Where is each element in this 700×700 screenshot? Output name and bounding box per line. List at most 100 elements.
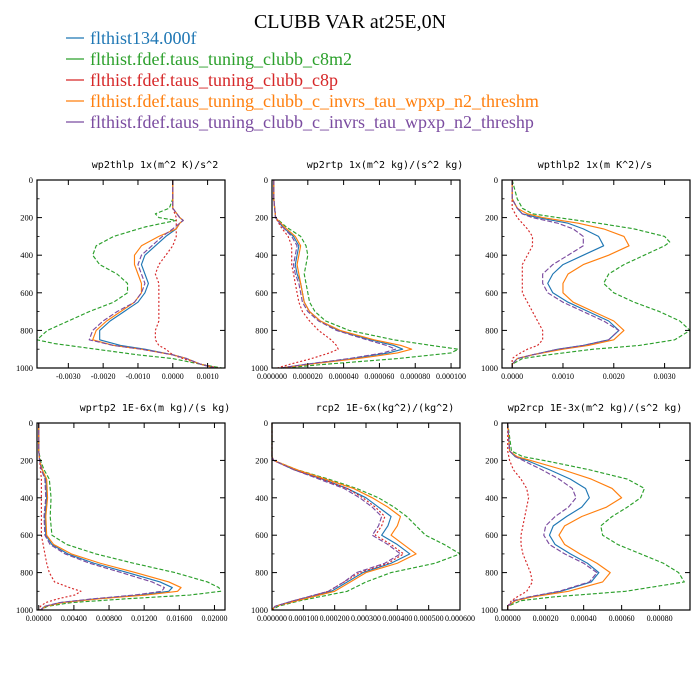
y-tick-label: 800 [485, 568, 498, 578]
y-tick-label: 200 [485, 455, 498, 465]
x-tick-label: 0.000060 [364, 372, 394, 381]
series-line-3 [154, 180, 219, 369]
y-tick-label: 600 [255, 288, 268, 298]
x-tick-label: 0.0000 [162, 372, 184, 381]
plot-frame [36, 422, 226, 611]
x-tick-label: 0.02000 [201, 614, 227, 623]
chart-panel-1: wp2thlp 1x(m^2 K)/s^2 0 200 400 600 800 1000 -0… [16, 160, 226, 381]
legend-label-5: flthist.fdef.taus_tuning_clubb_c_invrs_t… [90, 112, 534, 132]
plot-frame [271, 422, 461, 611]
y-tick-label: 0 [264, 175, 268, 185]
series-group [507, 422, 685, 610]
series-line-3 [511, 180, 544, 368]
series-line-5 [38, 423, 165, 611]
y-tick-label: 800 [485, 325, 498, 335]
x-tick-label: 0.00400 [61, 614, 87, 623]
x-tick-label: 0.0000 [501, 372, 523, 381]
series-line-2 [507, 422, 685, 610]
panel-title-4: wprtp2 1E-6x(m kg)/(s kg) [80, 403, 231, 414]
legend-label-2: flthist.fdef.taus_tuning_clubb_c8m2 [90, 49, 352, 69]
plot-frame [501, 422, 691, 611]
y-tick-label: 200 [255, 455, 268, 465]
series-group [38, 423, 222, 611]
x-tick-label: 0.000040 [329, 372, 359, 381]
plot-frame [501, 179, 691, 369]
x-tick-label: 0.01600 [166, 614, 192, 623]
x-tick-label: -0.0010 [126, 372, 151, 381]
figure-title: CLUBB VAR at25E,0N [254, 11, 446, 33]
y-tick-label: 1000 [481, 363, 498, 373]
panel-title-1: wp2thlp 1x(m^2 K)/s^2 [92, 160, 218, 171]
x-tick-label: 0.01200 [131, 614, 157, 623]
y-tick-label: 800 [20, 568, 33, 578]
chart-panel-6: wp2rcp 1E-3x(m^2 kg)/(s^2 kg) 0 200 400 600 8… [481, 403, 691, 623]
chart-panels: wp2thlp 1x(m^2 K)/s^2 0 200 400 600 800 1000 -0… [16, 160, 691, 623]
x-tick-label: 0.000100 [288, 614, 318, 623]
y-tick-label: 400 [20, 493, 33, 503]
series-line-4 [38, 423, 182, 611]
panel-title-6: wp2rcp 1E-3x(m^2 kg)/(s^2 kg) [508, 403, 683, 414]
x-tick-label: 0.00800 [96, 614, 122, 623]
y-tick-label: 0 [29, 175, 33, 185]
y-tick-label: 1000 [16, 605, 33, 615]
series-line-5 [507, 422, 598, 610]
legend-label-1: flthist134.000f [90, 28, 197, 48]
y-tick-label: 200 [20, 213, 33, 223]
series-group [511, 179, 691, 368]
series-line-5 [511, 180, 620, 368]
x-tick-label: -0.0020 [91, 372, 116, 381]
x-tick-label: 0.00060 [609, 614, 635, 623]
x-tick-label: 0.0010 [552, 372, 574, 381]
y-tick-label: 600 [20, 288, 33, 298]
y-tick-label: 400 [255, 250, 268, 260]
y-tick-label: 400 [255, 493, 268, 503]
x-tick-label: 0.00020 [533, 614, 559, 623]
y-tick-label: 400 [485, 493, 498, 503]
chart-panel-4: wprtp2 1E-6x(m kg)/(s kg) 0 200 400 600 800 10… [16, 403, 230, 623]
x-tick-label: 0.0010 [197, 372, 219, 381]
y-tick-label: 1000 [251, 363, 268, 373]
y-tick-label: 800 [255, 568, 268, 578]
x-tick-label: 0.000080 [400, 372, 430, 381]
series-line-2 [273, 180, 459, 369]
y-tick-label: 200 [20, 455, 33, 465]
series-line-4 [511, 180, 630, 368]
series-line-4 [507, 422, 623, 610]
series-group [36, 180, 222, 369]
x-tick-label: 0.000200 [320, 614, 350, 623]
series-group [271, 423, 461, 611]
x-tick-label: -0.0030 [56, 372, 81, 381]
chart-panel-2: wp2rtp 1x(m^2 kg)/(s^2 kg) 0 200 400 600 800 1… [251, 160, 466, 381]
y-tick-label: 600 [485, 288, 498, 298]
x-tick-label: 0.000100 [436, 372, 466, 381]
series-line-2 [511, 179, 691, 368]
y-tick-label: 600 [485, 530, 498, 540]
series-line-3 [271, 423, 405, 611]
y-tick-label: 400 [485, 250, 498, 260]
series-line-5 [88, 180, 215, 369]
legend-label-4: flthist.fdef.taus_tuning_clubb_c_invrs_t… [90, 91, 539, 111]
y-tick-label: 0 [494, 175, 498, 185]
series-line-1 [273, 180, 404, 369]
y-tick-label: 200 [255, 213, 268, 223]
series-line-3 [38, 423, 82, 611]
series-line-1 [511, 180, 620, 368]
series-line-5 [273, 180, 397, 369]
plot-frame [36, 179, 226, 369]
series-line-3 [273, 180, 339, 369]
y-tick-label: 0 [29, 418, 33, 428]
panel-title-3: wpthlp2 1x(m K^2)/s [538, 160, 652, 171]
panel-title-2: wp2rtp 1x(m^2 kg)/(s^2 kg) [307, 160, 464, 171]
y-tick-label: 800 [20, 325, 33, 335]
series-line-5 [271, 423, 402, 611]
series-line-4 [271, 423, 417, 611]
series-line-3 [507, 423, 533, 610]
x-tick-label: 0.000600 [445, 614, 475, 623]
legend: flthist134.000fflthist.fdef.taus_tuning_… [66, 28, 539, 132]
series-line-2 [38, 423, 222, 611]
x-tick-label: 0.000000 [257, 372, 287, 381]
series-line-2 [36, 180, 222, 369]
series-line-4 [273, 180, 413, 369]
legend-label-3: flthist.fdef.taus_tuning_clubb_c8p [90, 70, 338, 90]
x-tick-label: 0.000400 [382, 614, 412, 623]
